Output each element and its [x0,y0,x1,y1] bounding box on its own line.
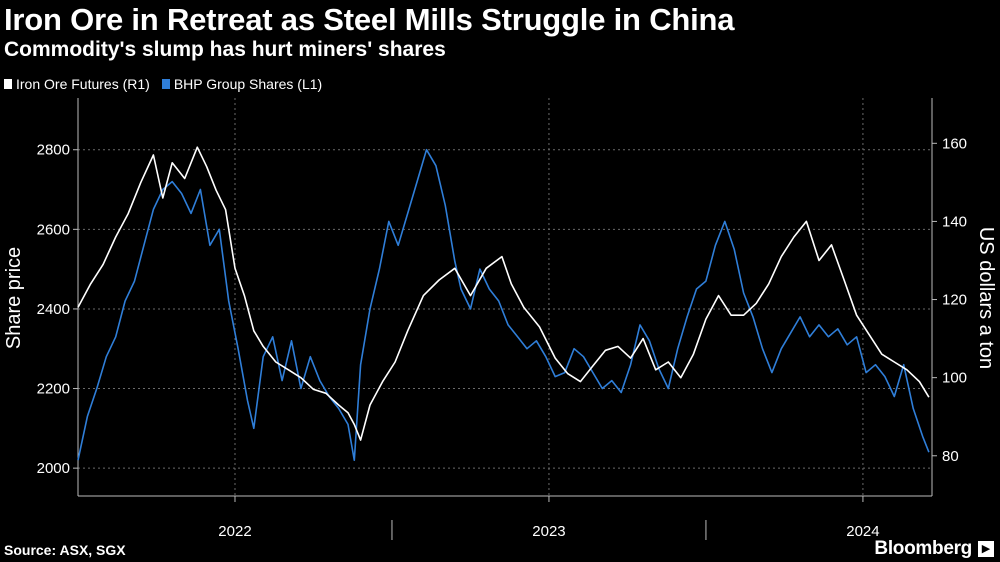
left-tick-label: 2400 [37,301,70,318]
right-tick-label: 100 [942,370,967,387]
left-tick-label: 2000 [37,460,70,477]
right-tick-label: 160 [942,135,967,152]
brand-play-icon: ▶ [978,541,994,557]
right-tick-label: 80 [942,448,959,465]
left-tick-label: 2600 [37,221,70,238]
axes: 2000 2200 2400 2600 2800 80 100 120 140 160 2022 20… [37,98,967,540]
legend-item-iron-ore: Iron Ore Futures (R1) [4,76,150,92]
legend: Iron Ore Futures (R1) BHP Group Shares (… [4,76,334,92]
x-tick-label: 2022 [218,523,251,540]
right-tick-label: 120 [942,292,967,309]
brand-logo: Bloomberg [874,538,972,559]
right-tick-label: 140 [942,213,967,230]
left-axis-title: Share price [3,247,25,349]
legend-swatch-iron-ore [4,79,12,89]
chart-subtitle: Commodity's slump has hurt miners' share… [4,38,446,61]
source-note: Source: ASX, SGX [4,542,126,558]
series-line-iron-ore [77,146,930,441]
chart-title: Iron Ore in Retreat as Steel Mills Strug… [4,2,735,37]
legend-item-bhp: BHP Group Shares (L1) [161,76,323,92]
left-tick-label: 2800 [37,142,70,159]
series-line-bhp [77,148,930,462]
left-tick-label: 2200 [37,381,70,398]
right-axis-title: US dollars a ton [975,227,997,369]
legend-swatch-bhp [161,79,170,89]
legend-label-bhp: BHP Group Shares (L1) [173,76,323,92]
x-tick-label: 2024 [846,523,879,540]
series-lines [77,146,930,462]
gridlines [78,98,932,496]
x-tick-label: 2023 [532,523,565,540]
legend-label-iron-ore: Iron Ore Futures (R1) [16,76,150,92]
